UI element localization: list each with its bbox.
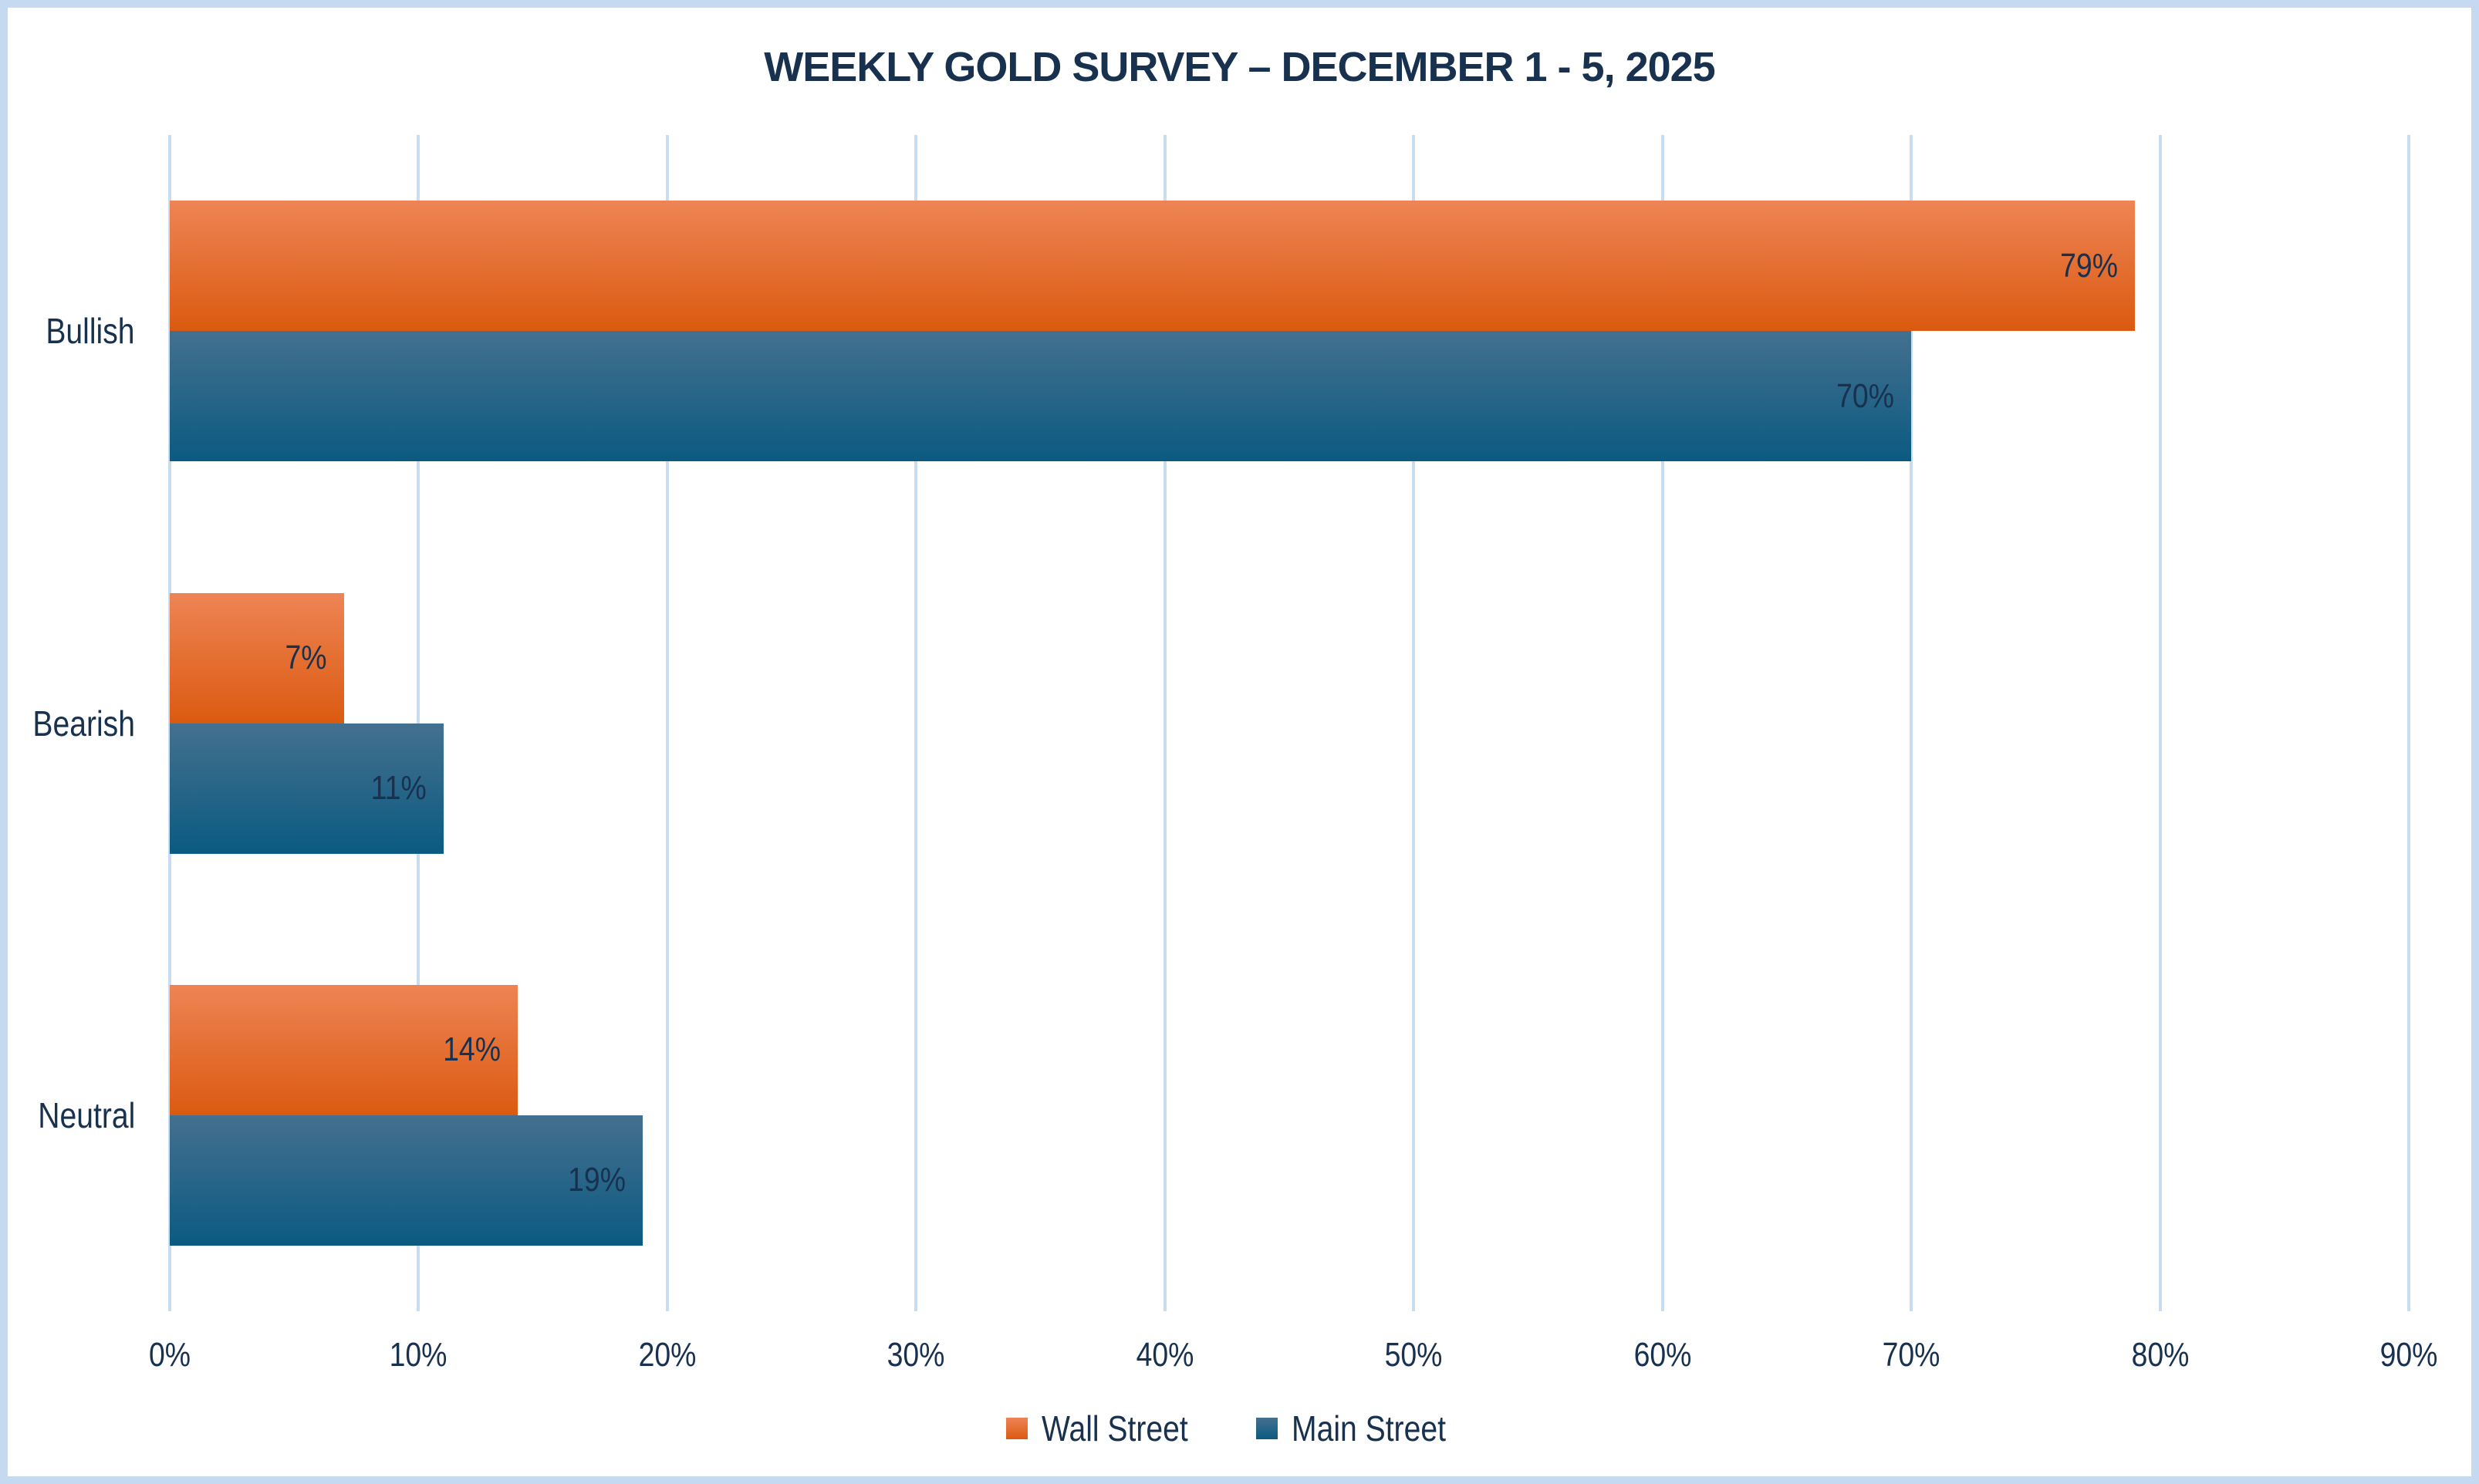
legend-swatch: [1255, 1418, 1278, 1439]
category-label: Bullish: [0, 307, 135, 355]
x-axis-tick-label: 70%: [1877, 1331, 1945, 1379]
x-axis-tick-label: 50%: [1380, 1331, 1447, 1379]
x-axis-tick-label: 30%: [882, 1331, 950, 1379]
bar-value-label: 79%: [2060, 246, 2118, 285]
bar-wall-street: 7%: [170, 592, 344, 723]
category-label-text: Bearish: [32, 703, 135, 744]
bar-value-label: 19%: [568, 1161, 626, 1199]
x-axis-tick-text: 90%: [2379, 1336, 2438, 1374]
legend-label-text: Wall Street: [1042, 1408, 1189, 1449]
gridline: [2407, 135, 2410, 1311]
gridline: [1163, 135, 1167, 1311]
x-axis-tick-label: 0%: [145, 1331, 194, 1379]
x-axis-tick-text: 70%: [1882, 1336, 1940, 1374]
category-label: Bearish: [0, 700, 135, 747]
legend-label: Main Street: [1292, 1408, 1473, 1449]
bar-value-label: 70%: [1836, 376, 1894, 415]
x-axis-tick-text: 20%: [638, 1336, 697, 1374]
gridline: [914, 135, 918, 1311]
gridline: [1660, 135, 1664, 1311]
bar-value-label: 14%: [443, 1030, 501, 1069]
x-axis-tick-text: 10%: [390, 1336, 448, 1374]
x-axis-tick-label: 10%: [384, 1331, 452, 1379]
x-axis-tick-text: 0%: [148, 1336, 191, 1374]
x-axis-tick-text: 80%: [2131, 1336, 2189, 1374]
legend-label: Wall Street: [1042, 1408, 1214, 1449]
x-axis-tick-text: 30%: [887, 1336, 945, 1374]
bar-wall-street: 79%: [170, 201, 2135, 332]
legend-swatch: [1006, 1418, 1028, 1439]
legend-item-main-street: Main Street: [1255, 1408, 1473, 1449]
x-axis-tick-label: 40%: [1131, 1331, 1199, 1379]
legend-label-text: Main Street: [1291, 1408, 1446, 1449]
bar-value-label: 11%: [370, 769, 427, 807]
gridline: [665, 135, 669, 1311]
x-axis-tick-text: 40%: [1136, 1336, 1194, 1374]
category-label: Neutral: [0, 1091, 135, 1139]
gridline: [1910, 135, 1913, 1311]
legend-item-wall-street: Wall Street: [1006, 1408, 1214, 1449]
category-label-text: Bullish: [46, 311, 135, 352]
gridline: [1412, 135, 1416, 1311]
bar-main-street: 11%: [170, 723, 444, 854]
bar-main-street: 19%: [170, 1115, 643, 1246]
gridline: [2158, 135, 2162, 1311]
x-axis-tick-text: 50%: [1384, 1336, 1443, 1374]
x-axis-tick-label: 90%: [2375, 1331, 2443, 1379]
x-axis-tick-label: 20%: [633, 1331, 701, 1379]
bar-value-label: 7%: [285, 639, 327, 676]
bar-main-street: 70%: [170, 331, 1911, 462]
chart-legend: Wall Street Main Street: [0, 1405, 2479, 1452]
category-label-text: Neutral: [37, 1094, 135, 1135]
x-axis-tick-text: 60%: [1633, 1336, 1692, 1374]
x-axis-tick-label: 80%: [2126, 1331, 2194, 1379]
chart-title: WEEKLY GOLD SURVEY – DECEMBER 1 - 5, 202…: [764, 44, 1715, 90]
bar-wall-street: 14%: [170, 984, 518, 1115]
x-axis-tick-label: 60%: [1629, 1331, 1697, 1379]
